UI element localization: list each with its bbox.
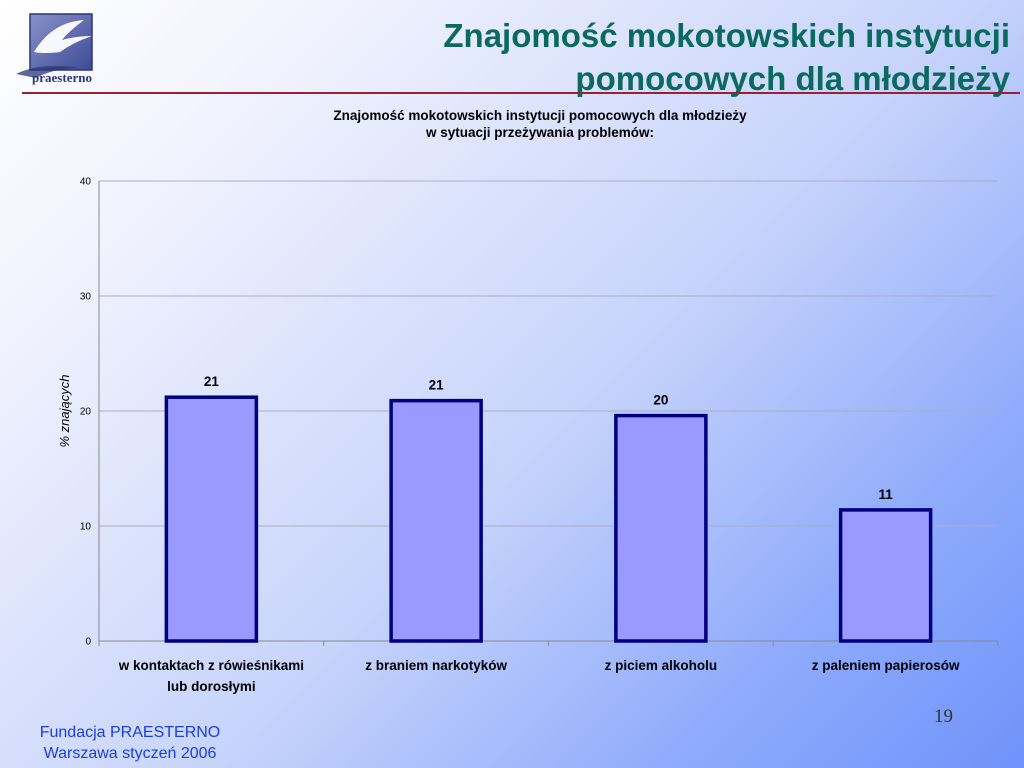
y-tick-label: 20	[80, 407, 92, 418]
slide-title-line2: pomocowych dla młodzieży	[575, 60, 1010, 97]
bar	[164, 395, 259, 643]
category-label: z braniem narkotyków	[365, 658, 507, 673]
slide-title-line1: Znajomość mokotowskich instytucji	[443, 17, 1010, 54]
slide-title: Znajomość mokotowskich instytucji pomoco…	[310, 14, 1010, 100]
y-tick-label: 10	[80, 522, 92, 533]
category-label: z paleniem papierosów	[812, 658, 960, 673]
footer-date: Warszawa styczeń 2006	[43, 745, 217, 762]
bar-value-label: 21	[204, 374, 220, 389]
bar-value-label: 11	[878, 487, 893, 502]
bar	[838, 508, 933, 643]
category-label: z piciem alkoholu	[605, 658, 718, 673]
y-axis-title: % znających	[57, 375, 72, 448]
chart-title: Znajomość mokotowskich instytucji pomoco…	[180, 107, 900, 141]
category-label: w kontaktach z rówieśnikami	[118, 658, 304, 673]
chart-title-line1: Znajomość mokotowskich instytucji pomoco…	[333, 108, 747, 123]
title-divider	[22, 92, 1020, 94]
logo-text: praesterno	[32, 70, 92, 85]
bar-value-label: 21	[429, 378, 445, 393]
praesterno-logo: praesterno	[10, 12, 110, 88]
y-tick-label: 40	[80, 177, 92, 188]
page-number: 19	[934, 706, 953, 727]
chart-title-line2: w sytuacji przeżywania problemów:	[425, 125, 655, 140]
footer-organization: Fundacja PRAESTERNO	[39, 724, 221, 741]
category-label: lub dorosłymi	[167, 679, 256, 694]
seagull-logo-icon: praesterno	[16, 13, 93, 85]
bar	[614, 413, 708, 643]
y-tick-label: 30	[80, 292, 92, 303]
footer: Fundacja PRAESTERNO Warszawa styczeń 200…	[20, 722, 240, 764]
bar-value-label: 20	[653, 393, 668, 408]
bar	[389, 398, 483, 643]
y-tick-label: 0	[85, 637, 91, 648]
